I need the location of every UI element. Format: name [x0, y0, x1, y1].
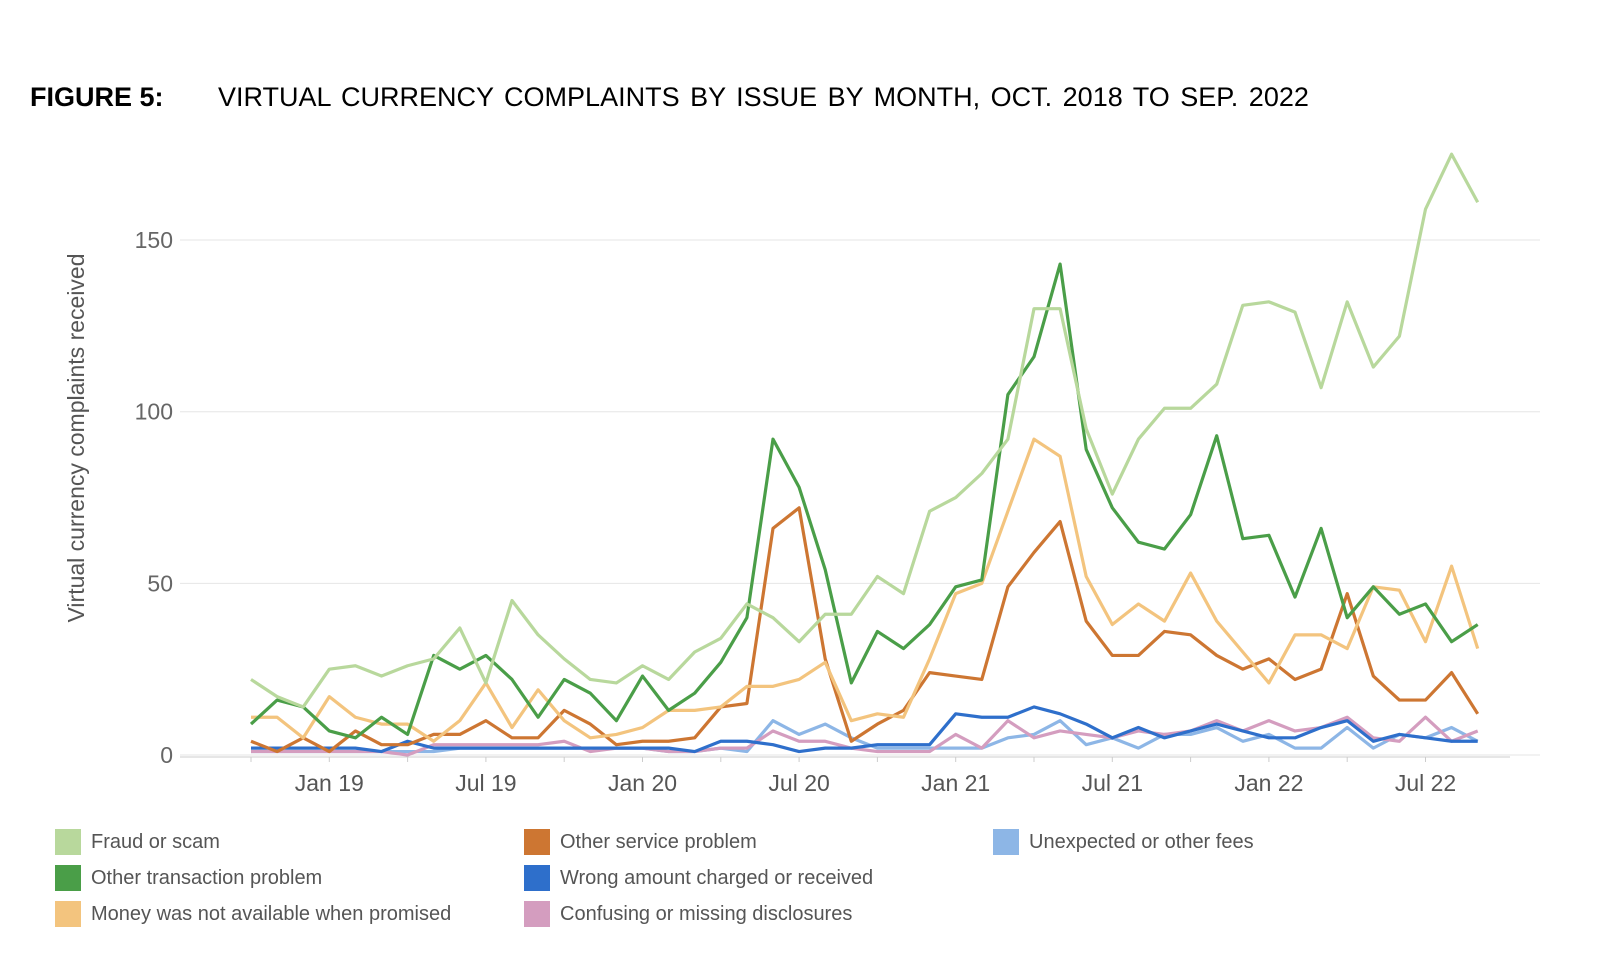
legend-swatch — [524, 865, 550, 891]
x-tick-label: Jul 20 — [768, 770, 829, 796]
series-line — [250, 506, 1480, 754]
series-line — [251, 705, 1478, 754]
series-other-transaction-problem — [249, 262, 1479, 740]
legend-swatch — [993, 829, 1019, 855]
legend-label: Money was not available when promised — [91, 902, 452, 925]
legend-swatch — [55, 901, 81, 927]
legend-item: Other service problem — [524, 829, 757, 855]
legend-item: Other transaction problem — [55, 865, 322, 891]
series-other-service-problem — [250, 506, 1480, 754]
figure-label: FIGURE 5: — [30, 82, 164, 112]
legend-label: Other service problem — [560, 830, 757, 853]
legend-swatch — [524, 829, 550, 855]
y-tick-label: 50 — [147, 570, 173, 596]
legend-item: Unexpected or other fees — [993, 829, 1254, 855]
series-line — [250, 152, 1480, 709]
legend-swatch — [55, 829, 81, 855]
x-tick-label: Jul 22 — [1395, 770, 1456, 796]
legend-item: Money was not available when promised — [55, 901, 451, 927]
series-lines — [249, 152, 1480, 757]
legend-swatch — [524, 901, 550, 927]
series-line — [249, 262, 1479, 740]
y-tick-label: 100 — [135, 399, 173, 425]
series-line — [251, 437, 1480, 743]
x-tick-label: Jan 19 — [295, 770, 364, 796]
legend-label: Unexpected or other fees — [1029, 830, 1254, 853]
legend-swatch — [55, 865, 81, 891]
series-line — [251, 715, 1479, 757]
y-tick-label: 150 — [135, 227, 173, 253]
y-tick-labels: 0 50 100 150 — [135, 227, 173, 768]
x-tick-label: Jan 21 — [921, 770, 990, 796]
x-tick-label: Jul 21 — [1082, 770, 1143, 796]
x-tick-label: Jan 20 — [608, 770, 677, 796]
y-tick-label: 0 — [160, 742, 173, 768]
legend-item: Wrong amount charged or received — [524, 865, 873, 891]
x-tick-label: Jan 22 — [1234, 770, 1303, 796]
legend-label: Wrong amount charged or received — [560, 866, 874, 889]
series-money-was-not-available-when-promised — [250, 437, 1480, 743]
gridlines — [180, 239, 1540, 756]
x-tick-label: Jul 19 — [455, 770, 516, 796]
legend-item: Confusing or missing disclosures — [524, 901, 852, 927]
series-wrong-amount-charged-or-received — [250, 705, 1478, 754]
line-chart: 0 50 100 150 Jan 19 Jul 19 Jan 20 Jul 20 Jan 21… — [63, 152, 1540, 796]
series-fraud-or-scam — [250, 152, 1480, 709]
x-axis: Jan 19 Jul 19 Jan 20 Jul 20 Jan 21 Jul 21 Jan … — [180, 756, 1510, 796]
legend-item: Fraud or scam — [55, 829, 220, 855]
legend-label: Fraud or scam — [91, 830, 220, 853]
legend-label: Confusing or missing disclosures — [560, 902, 853, 925]
legend-label: Other transaction problem — [91, 866, 323, 889]
chart-title: VIRTUAL CURRENCY COMPLAINTS BY ISSUE BY … — [218, 82, 1309, 112]
y-axis-label: Virtual currency complaints received — [63, 253, 89, 622]
